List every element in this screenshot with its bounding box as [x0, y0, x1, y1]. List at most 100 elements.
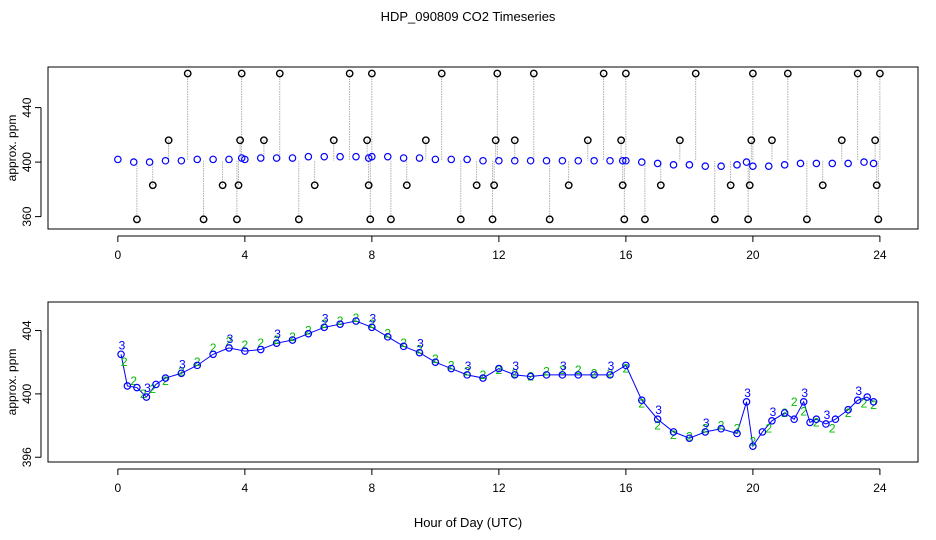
- data-point: [806, 418, 814, 427]
- series-2-marker: 2: [591, 366, 598, 380]
- data-point: [368, 323, 376, 332]
- data-point: [653, 159, 662, 168]
- series-2-marker: 2: [686, 430, 693, 444]
- raw-point: [421, 136, 430, 145]
- data-point: [701, 428, 710, 436]
- series-3-marker: 3: [465, 359, 472, 373]
- data-point: [685, 434, 694, 443]
- data-point: [161, 156, 170, 165]
- data-point: [415, 154, 424, 162]
- series-2-marker: 2: [226, 335, 233, 349]
- data-point: [780, 161, 789, 169]
- raw-point: [294, 215, 303, 224]
- data-point: [272, 339, 281, 347]
- raw-point: [875, 69, 884, 78]
- data-point: [447, 155, 456, 164]
- data-point: [336, 320, 344, 328]
- raw-point: [853, 69, 862, 78]
- raw-point: [218, 181, 227, 190]
- data-point: [558, 371, 567, 379]
- raw-point: [618, 181, 627, 190]
- data-point: [764, 162, 773, 170]
- raw-point: [236, 136, 244, 145]
- raw-point: [510, 136, 519, 145]
- raw-point: [874, 215, 883, 224]
- raw-point: [363, 136, 372, 145]
- data-point: [796, 159, 805, 168]
- raw-point: [545, 215, 554, 224]
- data-point: [669, 161, 678, 169]
- raw-point: [748, 69, 757, 78]
- data-point: [415, 348, 424, 357]
- raw-point: [564, 181, 573, 190]
- data-point: [241, 347, 249, 355]
- series-3-marker: 3: [417, 337, 424, 351]
- data-point: [733, 429, 741, 438]
- series-2-marker: 2: [750, 434, 757, 448]
- series-2-marker: 2: [140, 387, 147, 401]
- series-3-marker: 3: [512, 359, 519, 373]
- raw-point: [472, 181, 481, 190]
- series-2-marker: 2: [496, 363, 503, 377]
- data-point: [828, 159, 837, 168]
- raw-point: [387, 215, 395, 224]
- data-point: [225, 344, 233, 352]
- data-point: [701, 162, 710, 170]
- y-tick-label-2: 404: [20, 320, 34, 340]
- series-2-marker: 2: [210, 341, 217, 355]
- x-axis-label: Hour of Day (UTC): [413, 515, 523, 530]
- raw-point: [456, 215, 465, 224]
- y-tick-label-1: 360: [20, 206, 34, 226]
- data-point: [590, 371, 598, 379]
- data-point: [161, 374, 170, 382]
- raw-point: [233, 215, 241, 224]
- x-tick-label-1: 16: [619, 248, 633, 262]
- raw-point: [768, 136, 776, 145]
- data-point: [542, 156, 551, 165]
- raw-point: [275, 69, 284, 78]
- x-tick-label-1: 0: [115, 248, 122, 262]
- series-3-marker: 3: [770, 405, 777, 419]
- raw-point: [164, 136, 173, 145]
- chart-title: HDP_090809 CO2 Timeseries: [380, 9, 556, 24]
- series-3-marker: 3: [824, 408, 831, 422]
- raw-point: [818, 181, 827, 190]
- series-2-marker: 2: [791, 395, 798, 409]
- data-point: [123, 382, 132, 390]
- data-point: [288, 154, 297, 162]
- raw-point: [493, 69, 502, 78]
- raw-point: [710, 215, 719, 224]
- raw-point: [367, 69, 376, 78]
- series-2-marker: 2: [829, 422, 836, 436]
- data-point: [320, 152, 329, 161]
- data-point: [510, 156, 519, 165]
- x-tick-label-2: 16: [619, 481, 633, 495]
- data-point: [526, 372, 535, 381]
- x-tick-label-2: 24: [873, 481, 887, 495]
- raw-point: [437, 69, 446, 78]
- series-2-marker: 2: [607, 366, 614, 380]
- data-point: [717, 162, 725, 170]
- series-3-marker: 3: [560, 359, 567, 373]
- x-tick-label-1: 4: [242, 248, 249, 262]
- data-point: [495, 156, 503, 165]
- raw-point: [747, 136, 756, 145]
- data-point: [742, 158, 751, 166]
- data-point: [812, 415, 821, 424]
- data-point: [336, 152, 344, 161]
- raw-point: [329, 136, 338, 145]
- raw-point: [621, 69, 630, 78]
- data-point: [495, 364, 503, 373]
- data-point: [618, 156, 627, 165]
- x-tick-label-2: 4: [242, 481, 249, 495]
- data-point: [479, 374, 487, 382]
- x-tick-label-1: 12: [492, 248, 506, 262]
- data-point: [463, 155, 471, 164]
- data-point: [447, 364, 456, 373]
- x-tick-label-2: 20: [746, 481, 760, 495]
- data-point: [431, 358, 440, 366]
- series-3-marker: 3: [227, 332, 234, 346]
- raw-point: [656, 181, 665, 190]
- data-point: [193, 361, 202, 370]
- data-point: [526, 156, 535, 165]
